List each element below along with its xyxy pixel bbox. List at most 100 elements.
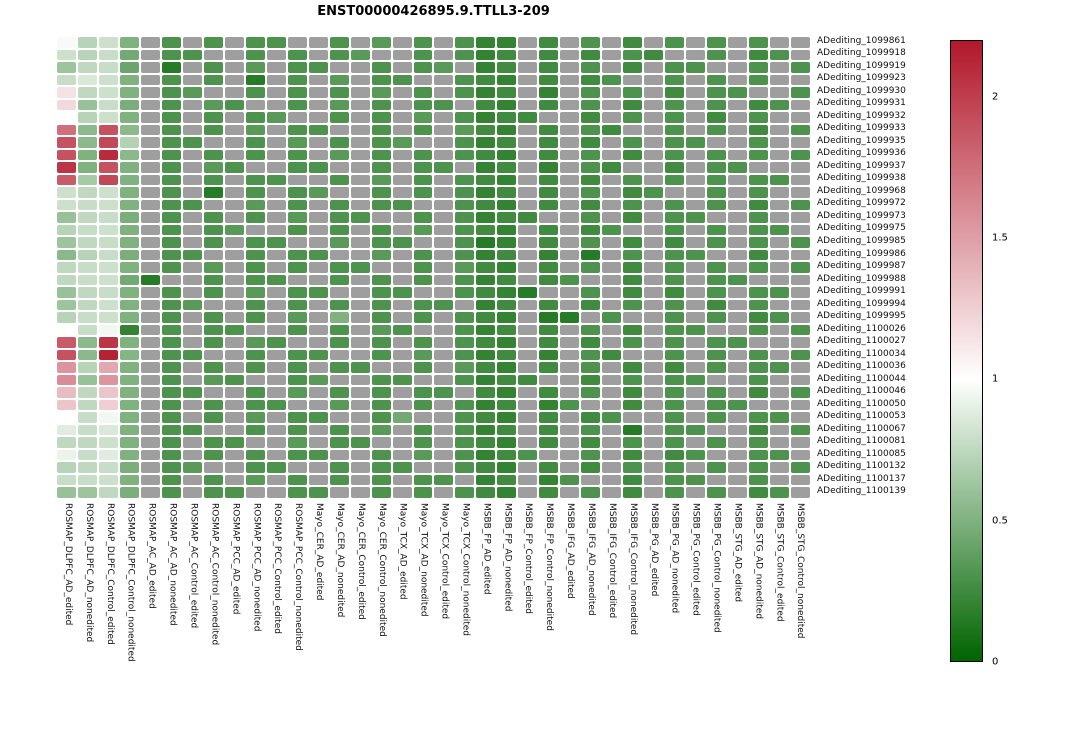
- heatmap-cell: [686, 437, 706, 448]
- heatmap-cell: [665, 274, 685, 286]
- heatmap-cell: [392, 312, 412, 323]
- heatmap-cell: [581, 462, 601, 473]
- heatmap-cell: [329, 449, 349, 461]
- heatmap-cell: [791, 62, 810, 73]
- heatmap-cell: [245, 412, 265, 423]
- heatmap-cell: [539, 449, 559, 461]
- heatmap-cell: [182, 349, 202, 361]
- heatmap-cell: [581, 337, 601, 348]
- heatmap-cell: [161, 387, 181, 398]
- heatmap-cell: [749, 462, 769, 473]
- heatmap-cell: [644, 249, 664, 261]
- heatmap-cell: [161, 199, 181, 211]
- heatmap-cell: [182, 487, 202, 498]
- heatmap-cell: [413, 212, 433, 223]
- heatmap-cell: [182, 249, 202, 261]
- heatmap-cell: [644, 449, 664, 461]
- heatmap-cell: [329, 99, 349, 111]
- heatmap-cell: [329, 199, 349, 211]
- heatmap-cell: [728, 424, 748, 436]
- column-label: MSBB_FP_Control_nonedited: [544, 503, 555, 631]
- heatmap-cell: [770, 212, 790, 223]
- heatmap-cell: [308, 74, 328, 86]
- heatmap-cell: [203, 437, 223, 448]
- heatmap-cell: [224, 49, 244, 61]
- heatmap-cell: [350, 462, 370, 473]
- heatmap-cell: [665, 287, 685, 298]
- heatmap-cell: [560, 362, 580, 373]
- heatmap-cell: [581, 324, 601, 336]
- heatmap-cell: [371, 424, 391, 436]
- heatmap-cell: [770, 462, 790, 473]
- heatmap-cell: [245, 187, 265, 198]
- heatmap-cell: [161, 237, 181, 248]
- heatmap-cell: [707, 99, 727, 111]
- heatmap-cell: [140, 449, 160, 461]
- heatmap-cell: [518, 412, 538, 423]
- heatmap-cell: [434, 124, 454, 136]
- heatmap-cell: [602, 87, 622, 98]
- heatmap-cell: [413, 399, 433, 411]
- heatmap-cell: [497, 237, 517, 248]
- heatmap-cell: [77, 274, 97, 286]
- heatmap-cell: [98, 262, 118, 273]
- heatmap-cell: [707, 487, 727, 498]
- column-label: MSBB_IFG_Control_edited: [606, 503, 617, 619]
- heatmap-cell: [602, 437, 622, 448]
- heatmap-cell: [308, 362, 328, 373]
- heatmap-cell: [161, 49, 181, 61]
- heatmap-cell: [791, 349, 810, 361]
- heatmap-cell: [455, 162, 475, 173]
- heatmap-cell: [434, 487, 454, 498]
- heatmap-cell: [392, 87, 412, 98]
- heatmap-cell: [224, 124, 244, 136]
- heatmap-cell: [518, 37, 538, 48]
- heatmap-cell: [182, 262, 202, 273]
- heatmap-cell: [728, 174, 748, 186]
- heatmap-cell: [77, 262, 97, 273]
- heatmap-cell: [119, 374, 139, 386]
- heatmap-cell: [57, 74, 76, 86]
- heatmap-cell: [686, 87, 706, 98]
- heatmap-cell: [203, 212, 223, 223]
- heatmap-cell: [245, 474, 265, 486]
- heatmap-cell: [329, 224, 349, 236]
- heatmap-cell: [224, 462, 244, 473]
- heatmap-cell: [245, 212, 265, 223]
- heatmap-cell: [770, 424, 790, 436]
- heatmap-cell: [707, 399, 727, 411]
- column-label: ROSMAP_PCC_Control_edited: [272, 503, 283, 634]
- heatmap-cell: [749, 99, 769, 111]
- heatmap-cell: [182, 424, 202, 436]
- heatmap-cell: [749, 449, 769, 461]
- heatmap-cell: [623, 199, 643, 211]
- heatmap-cell: [119, 387, 139, 398]
- heatmap-cell: [728, 212, 748, 223]
- heatmap-cell: [287, 87, 307, 98]
- heatmap-cell: [644, 62, 664, 73]
- heatmap-cell: [392, 474, 412, 486]
- heatmap-cell: [57, 424, 76, 436]
- heatmap-cell: [266, 37, 286, 48]
- heatmap-cell: [119, 287, 139, 298]
- heatmap-cell: [539, 137, 559, 148]
- heatmap-cell: [497, 262, 517, 273]
- heatmap-cell: [224, 87, 244, 98]
- heatmap-cell: [581, 49, 601, 61]
- heatmap-cell: [329, 162, 349, 173]
- heatmap-cell: [350, 262, 370, 273]
- heatmap-cell: [203, 199, 223, 211]
- heatmap-cell: [224, 137, 244, 148]
- heatmap-cell: [455, 474, 475, 486]
- heatmap-cell: [308, 49, 328, 61]
- heatmap-cell: [308, 99, 328, 111]
- heatmap-cell: [686, 62, 706, 73]
- heatmap-cell: [350, 337, 370, 348]
- heatmap-cell: [77, 87, 97, 98]
- row-label: ADediting_1099968: [817, 185, 906, 196]
- heatmap-cell: [770, 149, 790, 161]
- heatmap-cell: [581, 437, 601, 448]
- heatmap-cell: [434, 62, 454, 73]
- heatmap-cell: [749, 399, 769, 411]
- heatmap-cell: [602, 312, 622, 323]
